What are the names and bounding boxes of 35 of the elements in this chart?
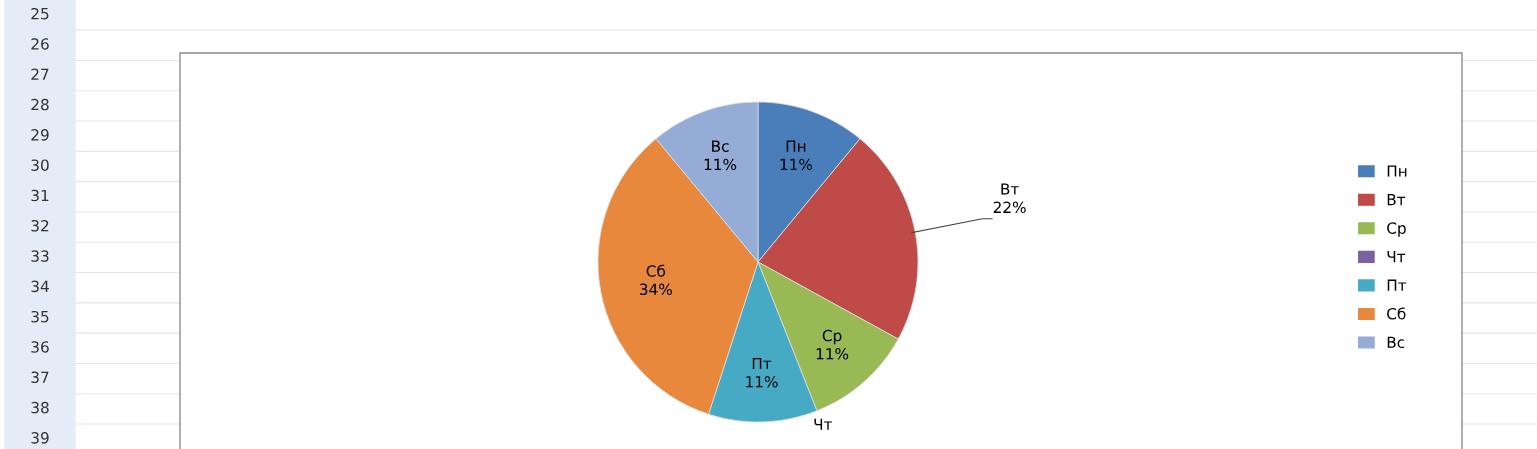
text: 38: [31, 401, 49, 414]
legend-label: Пн: [1387, 165, 1407, 177]
text: 26: [31, 38, 49, 50]
legend-label: Вт: [1387, 194, 1406, 206]
legend-label: Вс: [1387, 336, 1405, 349]
text: 27: [31, 68, 49, 80]
legend-label: Чт: [1387, 251, 1406, 263]
text: 37: [31, 371, 49, 384]
data-label: 34%: [640, 283, 672, 296]
category-label: Чт: [814, 418, 833, 430]
text: 32: [31, 219, 49, 232]
data-label: 11%: [746, 375, 778, 388]
text: 39: [31, 432, 49, 444]
data-label: 11%: [780, 158, 813, 171]
slice-label: Вт: [1001, 183, 1019, 195]
legend-label: Сб: [1387, 307, 1406, 320]
text: 36: [31, 341, 49, 353]
text: 30: [31, 159, 49, 171]
slice-label: Пт: [752, 357, 772, 370]
slice-label: Сб: [646, 264, 666, 277]
text: 33: [31, 250, 49, 262]
legend-label: Пт: [1387, 279, 1407, 291]
text: 29: [31, 129, 49, 141]
data-label: 22%: [993, 201, 1026, 214]
data-label: 11%: [816, 348, 849, 360]
slice-label: Вс: [712, 140, 729, 152]
slice-label: Пн: [786, 140, 806, 152]
legend-label: Ср: [1387, 222, 1406, 237]
slice-label: Ср: [822, 329, 842, 345]
text: 28: [31, 98, 49, 111]
text: 25: [31, 7, 49, 20]
text: 31: [31, 189, 49, 202]
text: 35: [31, 310, 49, 323]
data-label: 11%: [704, 158, 737, 171]
text: 34: [31, 280, 49, 293]
